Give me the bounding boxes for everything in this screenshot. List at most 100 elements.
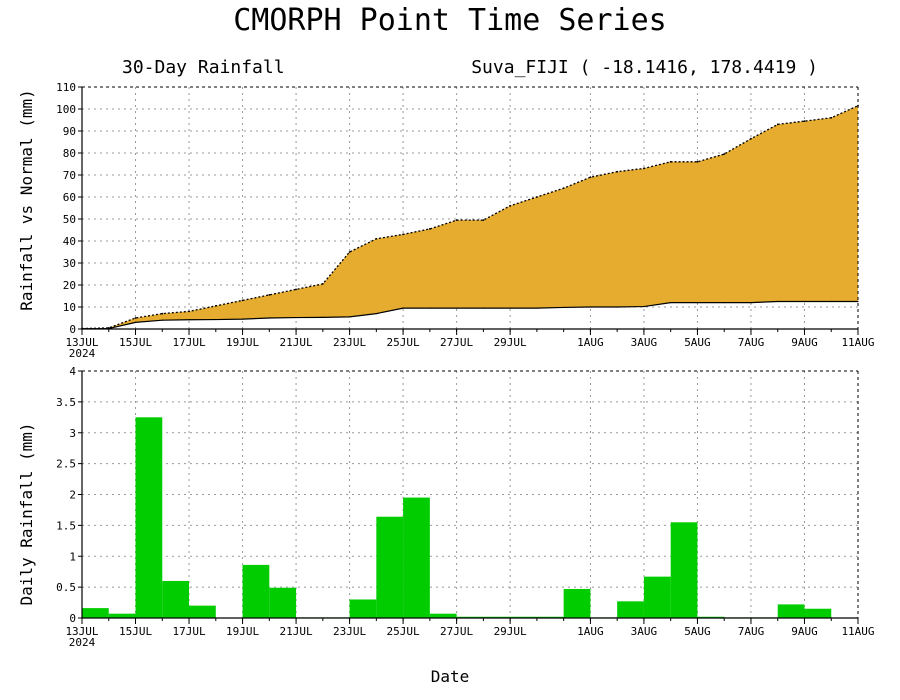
- y-tick-label: 50: [63, 213, 76, 226]
- data-point-cumulative-normal: [295, 316, 297, 319]
- y-tick-label: 40: [63, 235, 76, 248]
- data-point-cumulative-observed: [696, 160, 699, 163]
- bar-daily-rainfall: [242, 564, 270, 618]
- y-tick-label: 3.5: [56, 396, 76, 409]
- data-point-cumulative-observed: [188, 310, 190, 313]
- x-tick-label: 25JUL: [387, 336, 420, 349]
- x-tick-label: 7AUG: [738, 625, 765, 638]
- data-point-cumulative-observed: [535, 196, 538, 198]
- x-tick-label: 23JUL: [333, 625, 366, 638]
- series-line-cumulative-observed: [81, 105, 859, 330]
- y-tick-label: 4: [69, 365, 76, 378]
- bar-daily-rainfall: [697, 616, 725, 618]
- x-tick-label: 9AUG: [791, 336, 818, 349]
- data-point-cumulative-observed: [616, 170, 619, 173]
- x-axis-label: Date: [431, 667, 470, 686]
- data-point-cumulative-observed: [482, 219, 485, 222]
- x-tick-label: 17JUL: [172, 625, 205, 638]
- data-point-cumulative-normal: [429, 307, 431, 309]
- cumulative-surplus-area: [82, 105, 858, 329]
- x-tick-label: 11AUG: [841, 336, 874, 349]
- x-tick-label: 15JUL: [119, 625, 152, 638]
- data-point-cumulative-normal: [241, 318, 244, 320]
- data-point-cumulative-normal: [616, 306, 618, 308]
- data-point-cumulative-normal: [563, 306, 565, 309]
- y-tick-label: 10: [63, 301, 76, 314]
- daily-panel: Daily Rainfall (mm) 0 0.5 1 1.5 2 2.5 3 3.5 4 13JU…: [17, 365, 875, 649]
- data-point-cumulative-observed: [589, 176, 592, 179]
- bar-daily-rainfall: [617, 601, 644, 618]
- x-tick-label: 23JUL: [333, 336, 366, 349]
- data-point-cumulative-observed: [428, 228, 431, 230]
- y-tick-label: 0: [69, 612, 76, 625]
- data-point-cumulative-normal: [215, 318, 217, 321]
- data-point-cumulative-observed: [161, 312, 164, 315]
- x-tick-label: 29JUL: [494, 336, 527, 349]
- data-point-cumulative-normal: [348, 316, 351, 318]
- x-tick-label: 13JUL: [65, 625, 98, 638]
- y-tick-label: 1: [69, 550, 76, 563]
- y-tick-label: 1.5: [56, 519, 76, 532]
- y-tick-label: 3: [69, 427, 76, 440]
- bar-daily-rainfall: [670, 522, 698, 618]
- bar-daily-rainfall: [162, 580, 190, 618]
- data-point-cumulative-observed: [509, 204, 512, 207]
- data-point-cumulative-observed: [643, 167, 645, 170]
- x-tick-label: 3AUG: [631, 336, 658, 349]
- data-point-cumulative-observed: [562, 187, 565, 190]
- bar-daily-rainfall: [403, 497, 430, 618]
- data-point-cumulative-normal: [134, 321, 137, 323]
- x-tick-label: 25JUL: [387, 625, 420, 638]
- x-tick-label: 15JUL: [119, 336, 152, 349]
- data-point-cumulative-normal: [188, 319, 190, 321]
- data-point-cumulative-observed: [295, 288, 297, 291]
- data-point-cumulative-normal: [857, 300, 859, 303]
- bar-daily-rainfall: [510, 616, 537, 618]
- y-tick-label: 80: [63, 147, 76, 160]
- bar-daily-rainfall: [563, 588, 591, 618]
- x-tick-label: 5AUG: [684, 336, 711, 349]
- chart-subtitle-right: Suva_FIJI ( -18.1416, 178.4419 ): [471, 57, 818, 78]
- data-point-cumulative-normal: [750, 302, 752, 304]
- x-tick-label: 27JUL: [440, 625, 473, 638]
- data-point-cumulative-observed: [803, 120, 806, 122]
- bar-daily-rainfall: [456, 616, 484, 618]
- data-point-cumulative-normal: [482, 307, 484, 309]
- x-year-label: 2024: [69, 636, 96, 649]
- x-tick-label: 11AUG: [841, 625, 874, 638]
- x-tick-label: 1AUG: [577, 336, 604, 349]
- y-tick-label: 20: [63, 279, 76, 292]
- y-tick-label: 110: [56, 81, 76, 94]
- bar-daily-rainfall: [777, 604, 805, 618]
- y-tick-label: 70: [63, 169, 76, 182]
- bar-daily-rainfall: [429, 613, 457, 618]
- x-tick-label: 19JUL: [226, 625, 259, 638]
- data-point-cumulative-normal: [723, 302, 725, 304]
- data-point-cumulative-normal: [161, 319, 163, 321]
- data-point-cumulative-normal: [803, 300, 806, 303]
- cumulative-panel: Rainfall vs Normal (mm) 0 10 20 30 40 50 60 70 80…: [17, 81, 875, 360]
- data-point-cumulative-observed: [776, 123, 779, 126]
- bar-daily-rainfall: [108, 613, 136, 618]
- data-point-cumulative-normal: [589, 306, 592, 308]
- data-point-cumulative-normal: [696, 302, 699, 304]
- x-tick-label: 13JUL: [65, 336, 98, 349]
- data-point-cumulative-observed: [669, 160, 672, 163]
- data-point-cumulative-observed: [723, 153, 726, 156]
- y-tick-label: 30: [63, 257, 76, 270]
- y-tick-label: 2.5: [56, 458, 76, 471]
- data-point-cumulative-observed: [241, 299, 244, 302]
- bar-daily-rainfall: [189, 605, 216, 618]
- data-point-cumulative-normal: [375, 313, 377, 315]
- bar-daily-rainfall: [135, 417, 163, 618]
- x-year-label: 2024: [69, 347, 96, 360]
- data-point-cumulative-normal: [456, 307, 458, 309]
- y-tick-label: 90: [63, 125, 76, 138]
- y-tick-label: 0.5: [56, 581, 76, 594]
- bar-daily-rainfall: [804, 608, 832, 618]
- bar-daily-rainfall: [643, 576, 671, 618]
- bar-daily-rainfall: [269, 587, 297, 618]
- data-point-cumulative-normal: [777, 300, 779, 303]
- data-point-cumulative-normal: [643, 305, 645, 308]
